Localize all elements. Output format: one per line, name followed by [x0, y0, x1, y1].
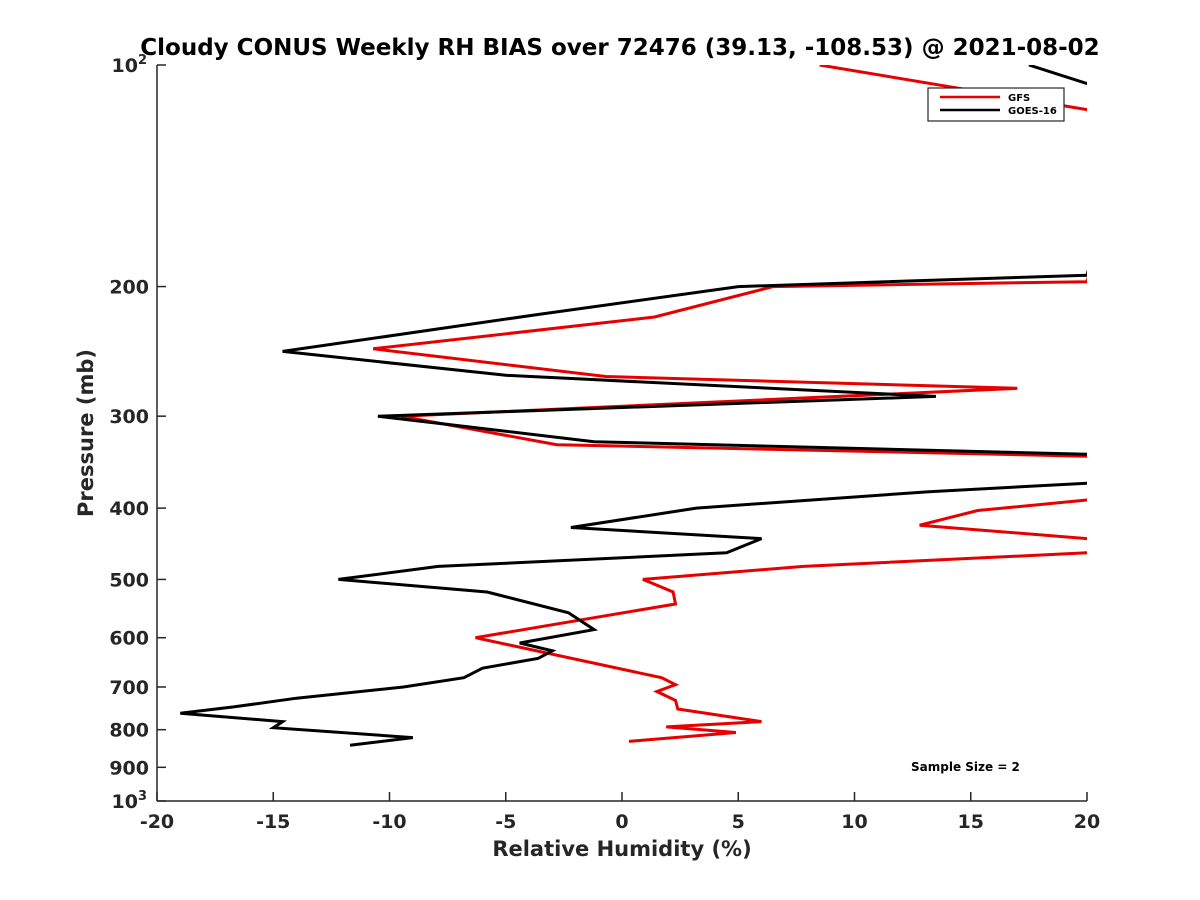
sample-size-annotation: Sample Size = 2 [911, 760, 1020, 774]
y-axis-label: Pressure (mb) [74, 349, 98, 517]
x-tick-label: 15 [958, 811, 984, 833]
y-tick-label: 200 [109, 277, 149, 299]
x-tick-label: 5 [732, 811, 745, 833]
series-layer [180, 65, 1087, 747]
legend: GFS GOES-16 [927, 87, 1065, 122]
y-tick-label: 300 [109, 406, 149, 428]
y-tick-label: 10 [112, 791, 138, 813]
y-tick-label: 900 [109, 757, 149, 779]
legend-box [927, 87, 1065, 122]
y-tick-exponent: 2 [138, 53, 147, 68]
x-tick-label: 20 [1074, 811, 1100, 833]
chart-title: Cloudy CONUS Weekly RH BIAS over 72476 (… [140, 35, 1099, 61]
legend-label-gfs: GFS [1008, 93, 1030, 104]
x-tick-label: -20 [140, 811, 174, 833]
y-tick-label: 600 [109, 628, 149, 650]
x-tick-label: 0 [615, 811, 628, 833]
x-tick-label: -5 [495, 811, 516, 833]
y-tick-exponent: 3 [138, 789, 147, 804]
y-tick-label: 700 [109, 677, 149, 699]
y-tick-label: 800 [109, 720, 149, 742]
x-tick-label: -10 [372, 811, 406, 833]
legend-label-goes16: GOES-16 [1008, 106, 1057, 117]
x-tick-label: 10 [841, 811, 867, 833]
x-tick-label: -15 [256, 811, 290, 833]
series-line-1 [180, 65, 1087, 747]
series-line-0 [373, 65, 1087, 743]
x-axis-label: Relative Humidity (%) [492, 837, 751, 861]
y-tick-label: 500 [109, 569, 149, 591]
y-tick-label: 10 [112, 55, 138, 77]
y-tick-label: 400 [109, 498, 149, 520]
